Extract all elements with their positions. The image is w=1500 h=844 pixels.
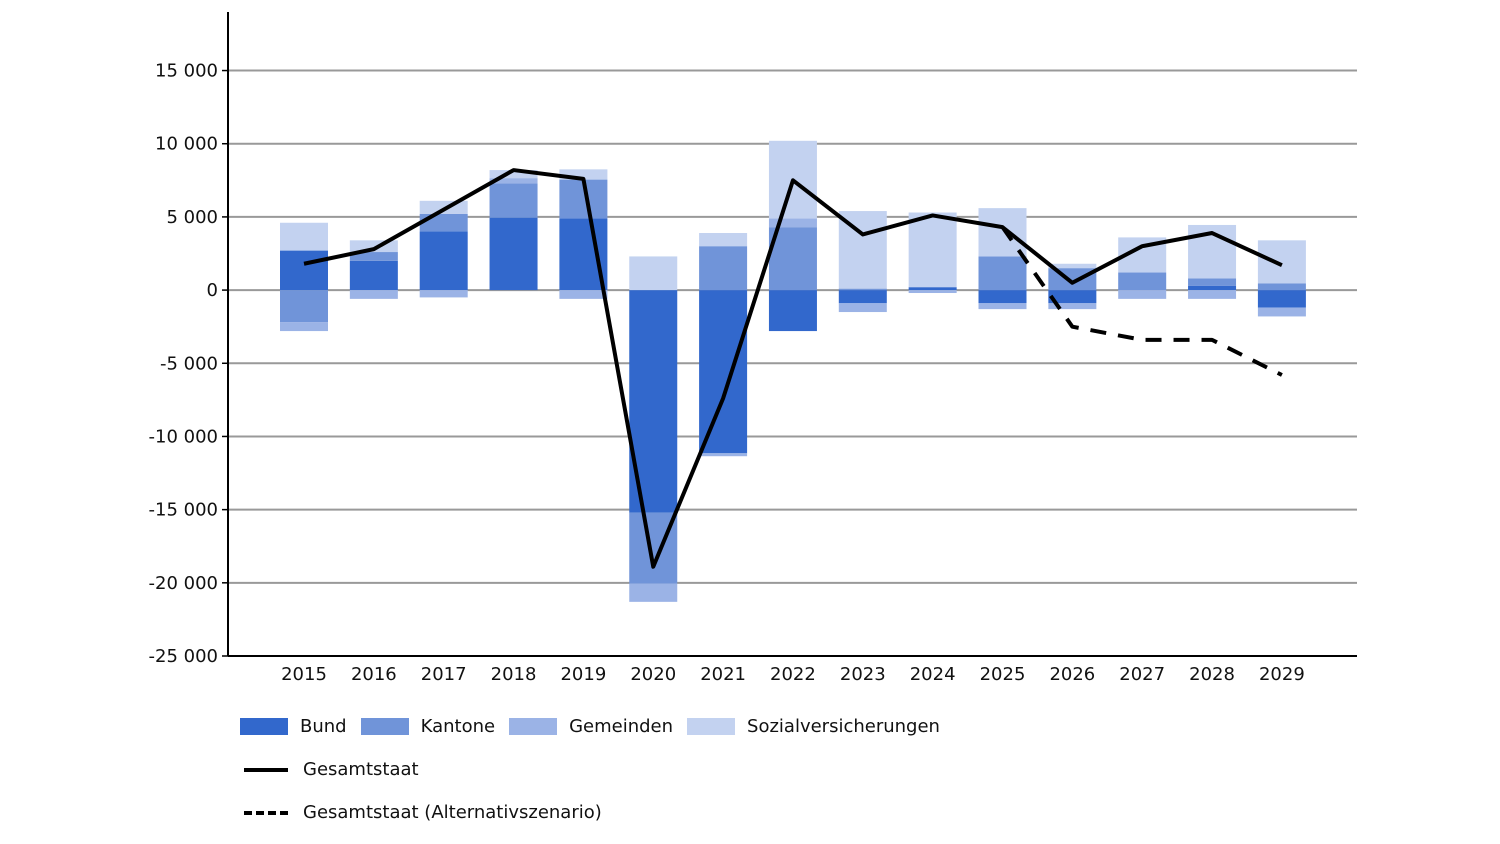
bar-kantone-2018 bbox=[489, 183, 538, 218]
bar-kantone-2025 bbox=[978, 256, 1027, 291]
bar-bund-2016 bbox=[349, 260, 398, 291]
legend-swatch-sozialversicherungen bbox=[687, 718, 736, 735]
bar-bund-2029 bbox=[1257, 290, 1306, 308]
x-tick-label: 2027 bbox=[1119, 664, 1165, 685]
bar-gemeinden-2022 bbox=[768, 218, 817, 228]
bar-bund-2026 bbox=[1048, 290, 1097, 304]
x-tick-label: 2023 bbox=[840, 664, 886, 685]
y-tick-label: 10 000 bbox=[155, 134, 218, 155]
bar-bund-2021 bbox=[699, 290, 748, 454]
legend-swatch-bund bbox=[240, 718, 288, 735]
x-tick-label: 2020 bbox=[630, 664, 676, 685]
bar-gemeinden-2015 bbox=[280, 322, 328, 332]
bar-bund-2018 bbox=[489, 217, 538, 291]
bar-kantone-2023 bbox=[838, 288, 887, 291]
x-tick-label: 2024 bbox=[910, 664, 956, 685]
legend-label-gemeinden: Gemeinden bbox=[569, 716, 674, 737]
bar-gemeinden-2016 bbox=[349, 290, 398, 299]
x-tick-label: 2016 bbox=[351, 664, 397, 685]
line-gesamtstaat-alternativ bbox=[1000, 226, 1283, 377]
bar-sozialversicherungen-2021 bbox=[699, 233, 748, 247]
bar-gemeinden-2019 bbox=[559, 290, 608, 299]
bar-sozialversicherungen-2019 bbox=[559, 169, 608, 180]
legend-swatch-gemeinden bbox=[509, 718, 558, 735]
legend-label-gesamtstaat: Gesamtstaat bbox=[303, 759, 419, 780]
y-tick-label: 0 bbox=[207, 280, 218, 301]
bar-sozialversicherungen-2016 bbox=[349, 240, 398, 253]
bar-kantone-2027 bbox=[1118, 272, 1167, 291]
legend-row-gesamtstaat: Gesamtstaat bbox=[240, 759, 419, 780]
legend-line-gesamtstaat bbox=[244, 767, 288, 772]
x-tick-label: 2029 bbox=[1259, 664, 1305, 685]
bar-gemeinden-2025 bbox=[978, 303, 1027, 310]
y-tick-label: 5 000 bbox=[166, 207, 218, 228]
bar-bund-2023 bbox=[838, 290, 887, 304]
bar-sozialversicherungen-2026 bbox=[1048, 263, 1097, 269]
bar-bund-2022 bbox=[768, 290, 817, 332]
bar-kantone-2021 bbox=[699, 246, 748, 291]
y-tick-label: -20 000 bbox=[149, 573, 218, 594]
bar-gemeinden-2017 bbox=[419, 290, 468, 298]
y-tick-label: -10 000 bbox=[149, 426, 218, 447]
legend-row-bars: Bund Kantone Gemeinden Sozialversicherun… bbox=[240, 716, 940, 737]
y-tick-label: -15 000 bbox=[149, 500, 218, 521]
x-tick-label: 2022 bbox=[770, 664, 816, 685]
x-tick-label: 2015 bbox=[281, 664, 327, 685]
bar-sozialversicherungen-2024 bbox=[908, 212, 957, 288]
x-tick-label: 2028 bbox=[1189, 664, 1235, 685]
x-tick-label: 2017 bbox=[421, 664, 467, 685]
line-gesamtstaat bbox=[303, 168, 1283, 569]
bar-gemeinden-2023 bbox=[838, 303, 887, 313]
legend-swatch-kantone bbox=[360, 718, 409, 735]
bar-kantone-2022 bbox=[768, 227, 817, 291]
bar-kantone-2017 bbox=[419, 213, 468, 232]
x-tick-label: 2019 bbox=[560, 664, 606, 685]
bar-kantone-2029 bbox=[1257, 283, 1306, 291]
bar-gemeinden-2029 bbox=[1257, 307, 1306, 317]
y-tick-label: -5 000 bbox=[160, 353, 218, 374]
bar-bund-2025 bbox=[978, 290, 1027, 304]
bar-sozialversicherungen-2029 bbox=[1257, 240, 1306, 284]
bar-gemeinden-2024 bbox=[908, 290, 957, 294]
bar-gemeinden-2028 bbox=[1188, 290, 1237, 299]
y-tick-label: 15 000 bbox=[155, 61, 218, 82]
bar-gemeinden-2021 bbox=[699, 453, 748, 457]
legend-label-sozialversicherungen: Sozialversicherungen bbox=[747, 716, 940, 737]
bar-bund-2015 bbox=[280, 250, 328, 291]
bar-bund-2028 bbox=[1188, 285, 1237, 291]
y-tick-label: -25 000 bbox=[149, 646, 218, 667]
legend-row-alternativ: Gesamtstaat (Alternativszenario) bbox=[240, 802, 602, 823]
bar-sozialversicherungen-2018 bbox=[489, 170, 538, 179]
bar-sozialversicherungen-2015 bbox=[280, 222, 328, 251]
legend-line-alternativ bbox=[244, 810, 288, 815]
bar-gemeinden-2026 bbox=[1048, 303, 1097, 310]
bar-gemeinden-2027 bbox=[1118, 290, 1167, 299]
bar-sozialversicherungen-2025 bbox=[978, 208, 1027, 257]
legend-label-alternativ: Gesamtstaat (Alternativszenario) bbox=[303, 802, 602, 823]
legend-label-kantone: Kantone bbox=[420, 716, 496, 737]
x-tick-label: 2021 bbox=[700, 664, 746, 685]
bar-kantone-2015 bbox=[280, 290, 328, 323]
chart-plot: -25 000 -20 000 -15 000 -10 000 -5 000 0 5 000… bbox=[149, 12, 1357, 685]
bar-bund-2017 bbox=[419, 231, 468, 291]
bar-bund-2024 bbox=[908, 287, 957, 291]
x-tick-label: 2026 bbox=[1049, 664, 1095, 685]
x-tick-label: 2018 bbox=[491, 664, 537, 685]
x-tick-label: 2025 bbox=[980, 664, 1026, 685]
bar-kantone-2016 bbox=[349, 252, 398, 261]
bar-kantone-2028 bbox=[1188, 278, 1237, 286]
bar-gemeinden-2018 bbox=[489, 178, 538, 184]
bar-gemeinden-2020 bbox=[629, 583, 678, 602]
legend-label-bund: Bund bbox=[300, 716, 347, 737]
bar-sozialversicherungen-2020 bbox=[629, 256, 678, 291]
